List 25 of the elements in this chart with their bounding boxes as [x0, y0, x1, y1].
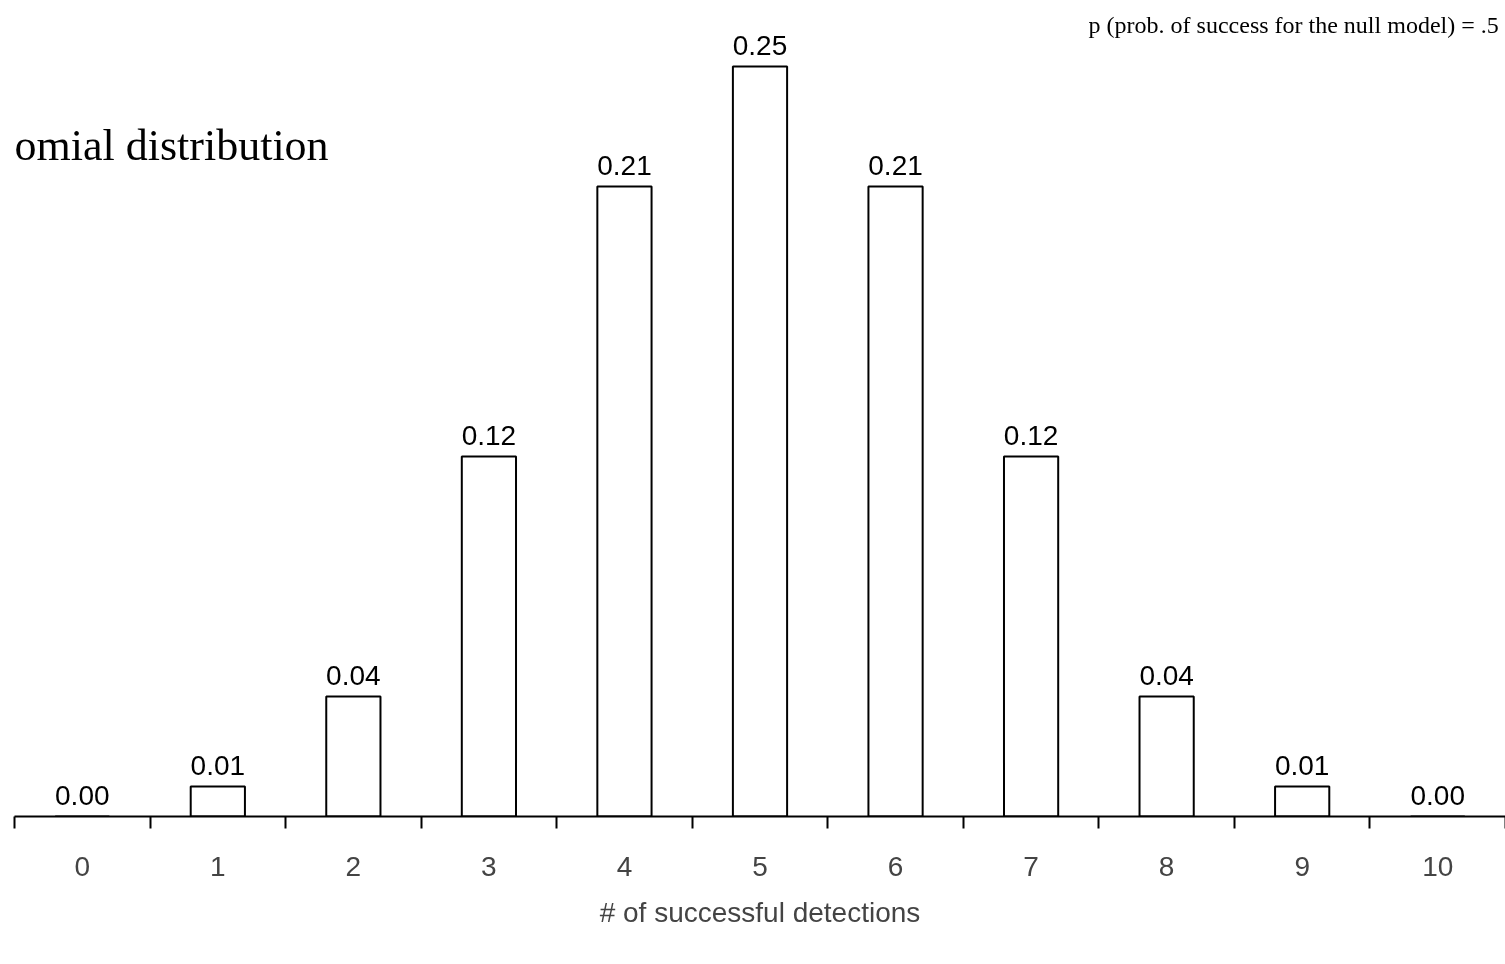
x-tick-label: 7	[1023, 850, 1039, 882]
annotation: omial distribution	[14, 121, 329, 171]
data-label: 0.21	[868, 149, 923, 181]
data-label: 0.00	[55, 779, 110, 811]
x-tick-label: 3	[481, 850, 497, 882]
x-tick-label: 10	[1422, 850, 1454, 882]
x-tick-label: 5	[752, 850, 768, 882]
data-label: 0.12	[1003, 419, 1059, 451]
data-label: 0.04	[1139, 659, 1194, 691]
x-tick-label: 4	[616, 850, 633, 882]
x-tick-label: 2	[345, 850, 362, 882]
data-label: 0.12	[461, 419, 517, 451]
data-label: 0.21	[597, 149, 652, 181]
x-tick-label: 0	[74, 850, 91, 882]
x-tick-label: 6	[887, 850, 904, 882]
x-tick-label: 9	[1294, 850, 1310, 882]
text: p (prob. of success for the null model) = .5	[1088, 11, 1499, 38]
x-tick-label: 1	[210, 850, 226, 882]
data-label: 0.00	[1410, 779, 1465, 811]
data-label: 0.01	[1274, 749, 1330, 781]
x-axis-title: # of successful detections	[599, 896, 921, 928]
data-label: 0.04	[326, 659, 381, 691]
x-tick-label: 8	[1158, 850, 1175, 882]
data-label: 0.25	[732, 29, 788, 61]
data-label: 0.01	[190, 749, 246, 781]
